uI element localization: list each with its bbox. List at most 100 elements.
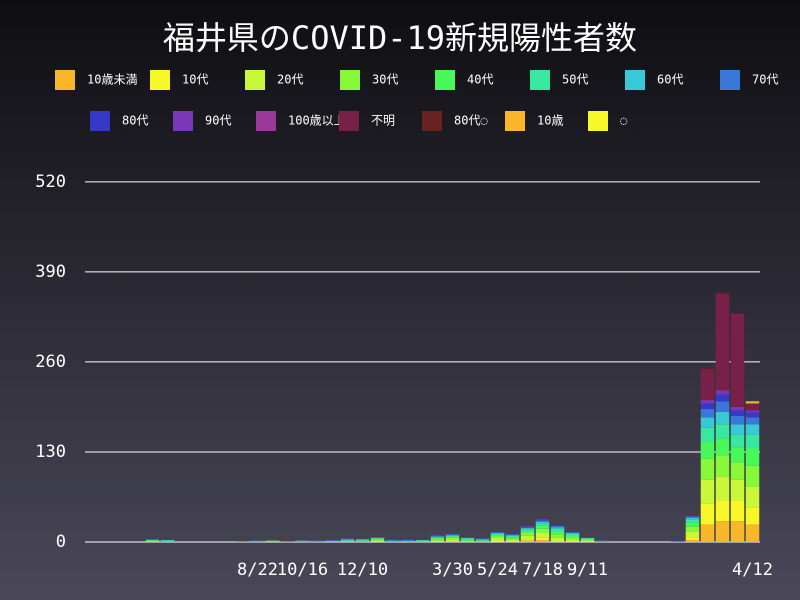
bar-segment [745, 448, 760, 466]
legend-swatch [340, 70, 360, 90]
bar-segment [550, 525, 565, 527]
bar-segment [535, 523, 550, 526]
bar-segment [730, 521, 745, 542]
bar-segment [520, 530, 535, 533]
bar-segment [700, 417, 715, 428]
legend-swatch [588, 111, 608, 131]
bar-segment [745, 465, 760, 487]
bar-segment [745, 507, 760, 525]
bar-segment [250, 541, 265, 542]
bar-segment [415, 541, 430, 542]
bar-segment [355, 541, 370, 542]
y-tick-label: 0 [56, 532, 66, 552]
bar-segment [670, 541, 685, 542]
bar-segment [265, 541, 280, 542]
bar-segment [730, 479, 745, 501]
bar-segment [325, 541, 340, 542]
bar-segment [460, 537, 475, 539]
bar-segment [715, 438, 730, 456]
bar-segment [745, 402, 760, 404]
bar-segment [490, 540, 505, 542]
legend-label: 90代 [205, 114, 231, 128]
bar-segment [700, 368, 715, 369]
legend-label: 10代 [182, 73, 208, 87]
bar-segment [505, 533, 520, 535]
legend-label: 70代 [752, 73, 778, 87]
bar-segment [490, 532, 505, 534]
bar-segment [715, 292, 730, 294]
bar-segment [430, 535, 445, 537]
bar-segment [490, 531, 505, 533]
legend-swatch [339, 111, 359, 131]
legend-label: 80代◌ [454, 114, 488, 128]
bar-segment [550, 530, 565, 535]
bar-segment [415, 540, 430, 542]
x-tick-label: 8/22 [237, 560, 278, 580]
bar-segment [535, 525, 550, 529]
bar-segment [715, 500, 730, 522]
bar-segment [565, 531, 580, 533]
bar-segment [715, 401, 730, 412]
legend-swatch [720, 70, 740, 90]
bar-segment [430, 537, 445, 538]
bar-segment [490, 536, 505, 539]
bar-segment [565, 532, 580, 534]
bar-segment [685, 522, 700, 527]
bar-segment [505, 535, 520, 536]
legend-label: 10歳未満 [87, 73, 137, 87]
bar-segment [745, 417, 760, 425]
bar-segment [370, 536, 385, 538]
bar-segment [235, 541, 250, 542]
bar-segment [385, 540, 400, 542]
bar-segment [700, 400, 715, 404]
bar-segment [445, 535, 460, 536]
bar-segment [730, 415, 745, 425]
bar-segment [145, 539, 160, 540]
bar-segment [595, 541, 610, 542]
bar-segment [730, 434, 745, 448]
bar-segment [685, 526, 700, 532]
bar-segment [160, 540, 175, 542]
bar-segment [715, 476, 730, 501]
bar-segment [595, 540, 610, 542]
bar-segment [535, 520, 550, 522]
bar-segment [430, 539, 445, 541]
bar-segment [550, 528, 565, 531]
bar-segment [430, 535, 445, 536]
bar-segment [715, 521, 730, 542]
bar-segment [445, 535, 460, 537]
bar-segment [475, 540, 490, 542]
x-tick-label: 9/11 [567, 560, 608, 580]
bar-segment [715, 394, 730, 402]
bar-segment [730, 462, 745, 480]
y-tick-label: 130 [35, 442, 66, 462]
bar-segment [565, 532, 580, 533]
bar-segment [370, 539, 385, 541]
bar-segment [520, 539, 535, 541]
bar-segment [730, 313, 745, 407]
x-tick-label: 10/16 [277, 560, 328, 580]
bar-segment [385, 541, 400, 542]
legend-label: 60代 [657, 73, 683, 87]
bar-segment [535, 539, 550, 542]
bar-segment [295, 541, 310, 542]
legend-swatch [422, 111, 442, 131]
bar-segment [565, 533, 580, 536]
legend-swatch [530, 70, 550, 90]
bar-segment [475, 539, 490, 541]
bar-segment [700, 524, 715, 542]
bar-segment [745, 434, 760, 449]
legend-swatch [150, 70, 170, 90]
bar-segment [730, 500, 745, 522]
bar-segment [445, 539, 460, 542]
bar-segment [550, 537, 565, 542]
x-tick-label: 12/10 [337, 560, 388, 580]
bar-segment [565, 537, 580, 540]
legend-label: 40代 [467, 73, 493, 87]
x-tick-label: 5/24 [477, 560, 518, 580]
bar-segment [505, 537, 520, 539]
bar-segment [745, 401, 760, 403]
bar-segment [145, 538, 160, 540]
bar-segment [565, 535, 580, 538]
bar-segment [370, 538, 385, 540]
